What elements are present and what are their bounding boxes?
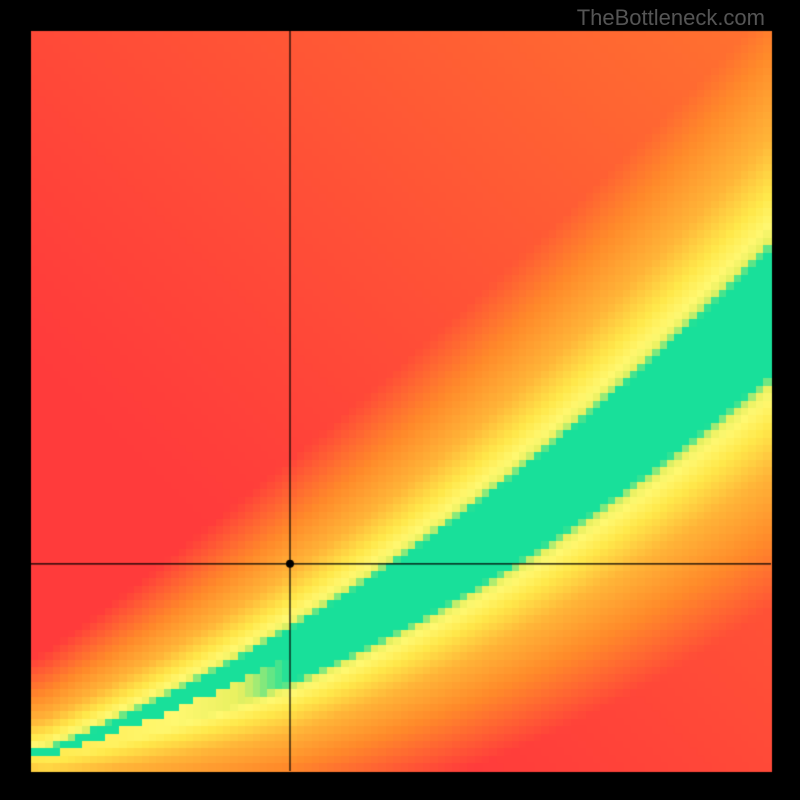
watermark-text: TheBottleneck.com [577, 5, 765, 31]
chart-container: TheBottleneck.com [0, 0, 800, 800]
heatmap-canvas [0, 0, 800, 800]
